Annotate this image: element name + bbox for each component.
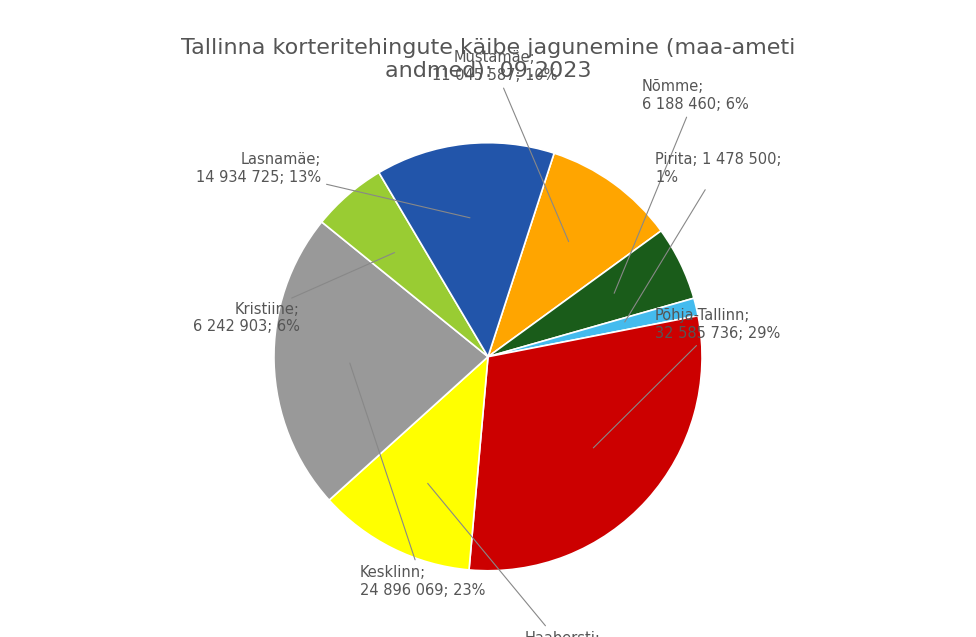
Text: Nõmme;
6 188 460; 6%: Nõmme; 6 188 460; 6% xyxy=(614,80,749,293)
Text: Haabersti;
13 151 457; 12%: Haabersti; 13 151 457; 12% xyxy=(427,483,626,637)
Wedge shape xyxy=(329,357,488,570)
Text: Põhja-Tallinn;
32 585 736; 29%: Põhja-Tallinn; 32 585 736; 29% xyxy=(593,308,780,448)
Text: Tallinna korteritehingute käibe jagunemine (maa-ameti
andmed): 09.2023: Tallinna korteritehingute käibe jagunemi… xyxy=(181,38,795,82)
Wedge shape xyxy=(488,298,698,357)
Text: Mustamäe;
11 045 587; 10%: Mustamäe; 11 045 587; 10% xyxy=(431,50,569,241)
Wedge shape xyxy=(469,316,702,571)
Wedge shape xyxy=(379,143,554,357)
Wedge shape xyxy=(488,153,661,357)
Wedge shape xyxy=(488,231,694,357)
Wedge shape xyxy=(322,173,488,357)
Text: Lasnamäe;
14 934 725; 13%: Lasnamäe; 14 934 725; 13% xyxy=(196,152,470,218)
Wedge shape xyxy=(274,222,488,500)
Text: Kristiine;
6 242 903; 6%: Kristiine; 6 242 903; 6% xyxy=(193,252,394,334)
Text: Kesklinn;
24 896 069; 23%: Kesklinn; 24 896 069; 23% xyxy=(349,363,485,598)
Text: Pirita; 1 478 500;
1%: Pirita; 1 478 500; 1% xyxy=(625,152,782,322)
